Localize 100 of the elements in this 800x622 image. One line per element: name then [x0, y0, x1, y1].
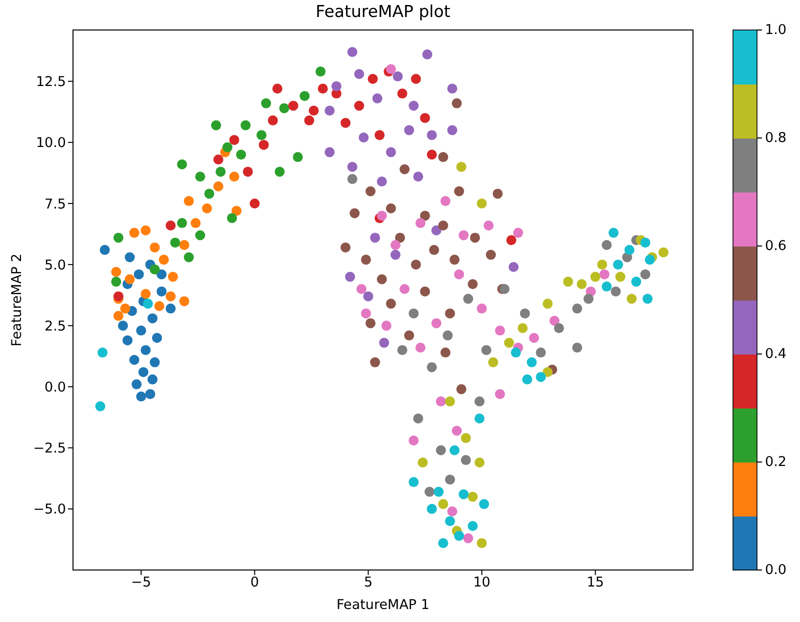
point [397, 345, 408, 356]
point [608, 228, 619, 238]
point [444, 474, 455, 485]
point [386, 203, 396, 214]
point [542, 298, 553, 309]
point [431, 318, 442, 328]
point [554, 323, 564, 334]
point [444, 308, 455, 318]
y-tick-label: 2.5 [44, 318, 66, 334]
point [408, 477, 419, 488]
point [132, 379, 142, 390]
point [318, 84, 328, 94]
point [458, 489, 469, 500]
point [152, 332, 162, 343]
point [124, 274, 135, 284]
point [122, 335, 133, 346]
point [184, 196, 194, 206]
point [549, 316, 560, 326]
point [395, 232, 406, 243]
point [347, 46, 358, 57]
point [134, 269, 144, 280]
point [431, 225, 442, 236]
point [590, 272, 600, 282]
color-bar-label: 0.4 [765, 346, 786, 362]
point [468, 279, 478, 290]
point [179, 240, 190, 250]
point [400, 164, 410, 174]
point [300, 90, 310, 101]
chart-title: FeatureMAP plot [314, 2, 452, 22]
x-tick-label: 10 [473, 574, 490, 591]
point [140, 225, 151, 236]
y-tick-label: 0.0 [44, 380, 66, 396]
point [486, 250, 496, 260]
point [640, 238, 650, 248]
point [444, 516, 455, 526]
point [504, 338, 514, 348]
x-tick-label: −5 [131, 574, 152, 591]
point [168, 272, 178, 282]
point [258, 140, 269, 150]
point [642, 294, 653, 304]
point [429, 244, 440, 255]
point [438, 499, 448, 510]
point [376, 176, 387, 186]
point [360, 254, 371, 265]
point [118, 320, 128, 331]
point [304, 115, 314, 126]
point [413, 172, 424, 182]
point [222, 142, 232, 152]
point [468, 521, 478, 532]
point [150, 264, 160, 274]
point [500, 284, 510, 294]
point [447, 506, 458, 516]
point [390, 240, 400, 250]
point [386, 298, 396, 309]
point [195, 172, 206, 182]
point [138, 367, 148, 378]
point [145, 389, 156, 400]
point [324, 147, 335, 158]
point [154, 301, 164, 312]
point [444, 396, 455, 406]
point [226, 213, 237, 224]
point [447, 125, 458, 136]
point [177, 159, 188, 170]
point [274, 166, 285, 177]
point [476, 304, 487, 314]
y-tick-label: −5.0 [33, 502, 66, 518]
point [413, 414, 424, 424]
point [213, 154, 224, 164]
point [474, 457, 485, 468]
point [279, 103, 290, 114]
point [204, 188, 214, 199]
point [386, 64, 396, 74]
point [376, 210, 387, 221]
point [272, 84, 282, 94]
point [624, 244, 634, 255]
point [374, 130, 385, 140]
point [576, 279, 587, 290]
point [386, 147, 396, 158]
point [316, 66, 326, 77]
point [426, 130, 437, 140]
point [506, 235, 516, 246]
point [602, 240, 612, 250]
point [463, 294, 474, 304]
point [179, 296, 190, 306]
point [100, 244, 110, 255]
point [242, 166, 253, 177]
point [610, 286, 621, 296]
point [140, 288, 151, 299]
point [379, 338, 390, 348]
point [476, 198, 487, 208]
point [542, 367, 553, 378]
point [450, 254, 460, 265]
point [158, 254, 169, 265]
point [474, 414, 485, 424]
point [400, 284, 410, 294]
point [450, 445, 460, 456]
point [366, 186, 376, 196]
point [347, 162, 358, 172]
y-axis-title: FeatureMAP 2 [8, 254, 26, 346]
point [631, 276, 642, 287]
